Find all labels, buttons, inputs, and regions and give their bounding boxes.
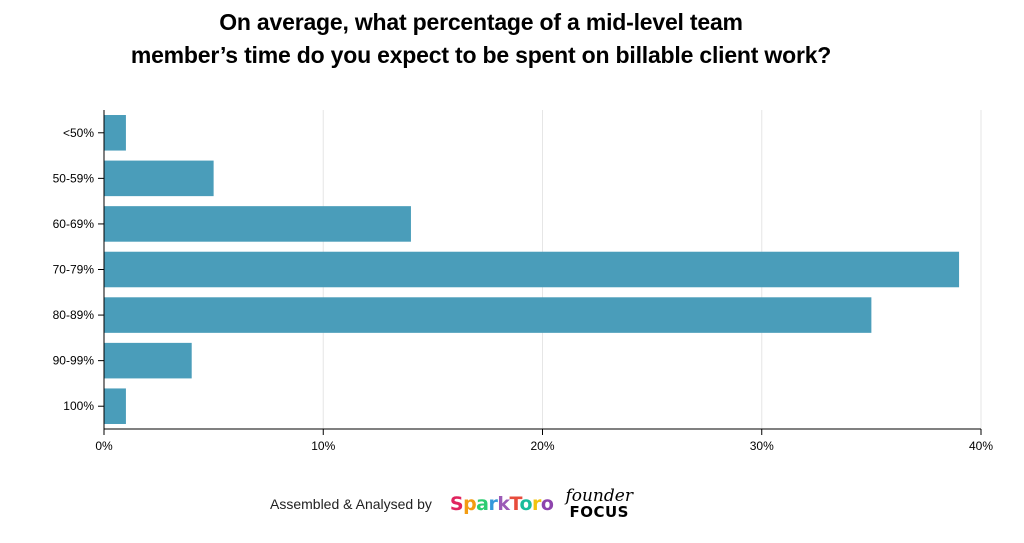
- sparktoro-letter: r: [488, 493, 498, 515]
- y-tick-label: 80-89%: [53, 308, 95, 322]
- y-tick-label: 60-69%: [53, 217, 95, 231]
- bar: [104, 388, 126, 424]
- bar: [104, 160, 214, 197]
- sparktoro-letter: T: [509, 493, 520, 515]
- credit-text: Assembled & Analysed by: [270, 496, 432, 512]
- y-tick-label: 90-99%: [53, 354, 95, 368]
- bar: [104, 342, 192, 379]
- bar: [104, 115, 126, 151]
- y-tick-label: 100%: [63, 399, 94, 413]
- chart-title-line-1: On average, what percentage of a mid-lev…: [219, 9, 743, 35]
- founder-focus-logo-top: founder: [565, 486, 633, 506]
- chart-title: On average, what percentage of a mid-lev…: [0, 6, 962, 72]
- sparktoro-letter: p: [463, 493, 477, 515]
- sparktoro-letter: r: [532, 493, 541, 515]
- sparktoro-letter: o: [540, 493, 554, 515]
- bar: [104, 297, 872, 333]
- founder-focus-logo-bottom: FOCUS: [569, 503, 629, 521]
- chart-title-line-2: member’s time do you expect to be spent …: [130, 42, 832, 68]
- sparktoro-letter: k: [497, 493, 510, 515]
- x-tick-label: 40%: [969, 439, 993, 453]
- sparktoro-letter: o: [519, 493, 533, 515]
- y-tick-label: 50-59%: [53, 171, 95, 185]
- x-tick-label: 0%: [95, 439, 113, 453]
- sparktoro-letter: a: [476, 493, 489, 515]
- x-tick-label: 20%: [530, 439, 554, 453]
- founder-focus-logo: founder FOCUS: [565, 488, 633, 520]
- footer: Assembled & Analysed by SparkToro founde…: [270, 484, 633, 524]
- bar: [104, 251, 960, 288]
- y-tick-label: <50%: [63, 126, 94, 140]
- bar: [104, 206, 411, 242]
- x-tick-label: 10%: [311, 439, 335, 453]
- y-tick-label: 70-79%: [53, 263, 95, 277]
- x-tick-label: 30%: [750, 439, 774, 453]
- sparktoro-logo: SparkToro: [450, 493, 554, 515]
- sparktoro-letter: S: [449, 493, 464, 515]
